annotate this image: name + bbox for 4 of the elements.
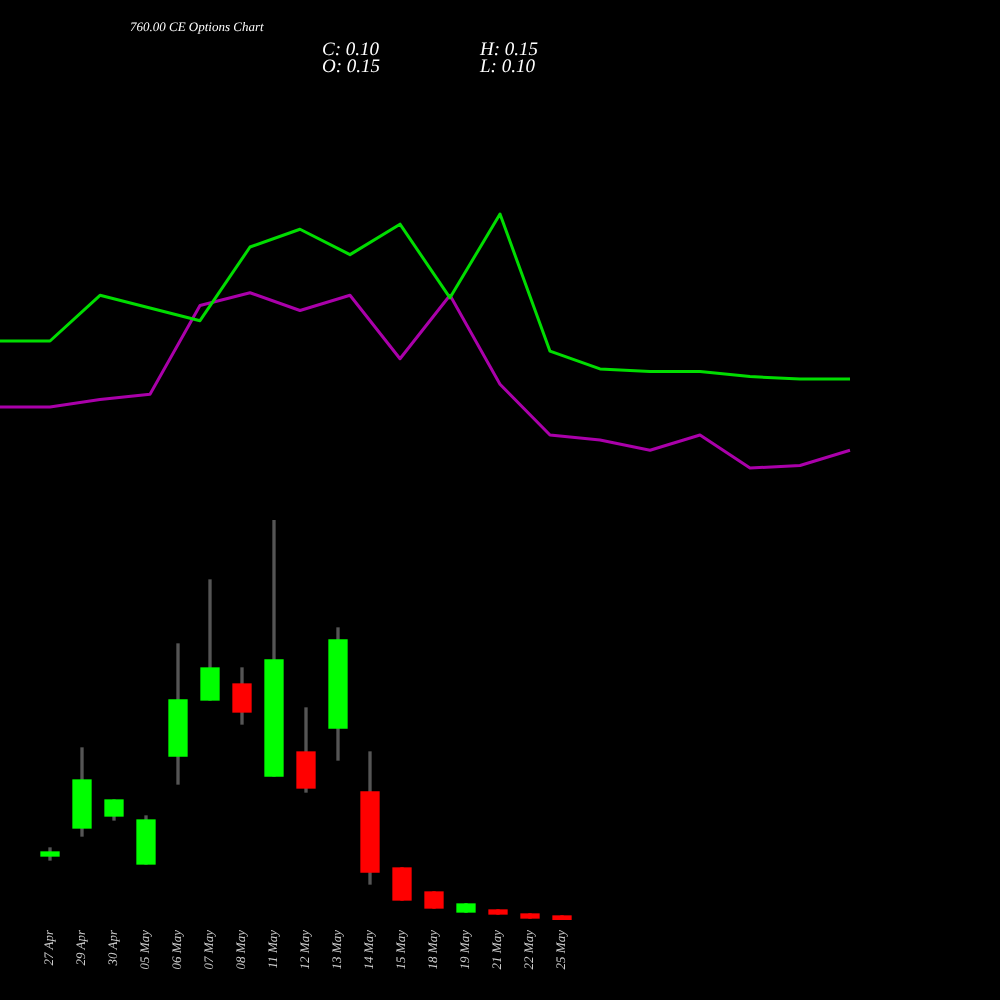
text: C: 0.10 [322, 41, 380, 61]
text: O: 0.15 [322, 58, 381, 78]
text: H: 0.15 [478, 41, 539, 61]
text: L: 0.10 [478, 58, 536, 78]
